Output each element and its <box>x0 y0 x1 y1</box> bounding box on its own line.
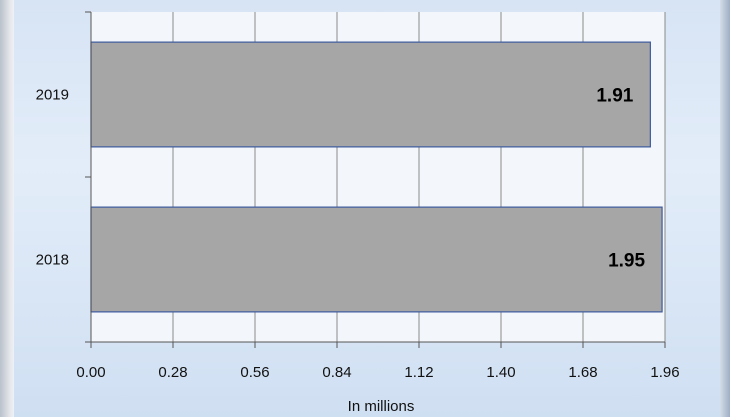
left-edge-decoration <box>0 0 14 417</box>
category-label: 2018 <box>36 252 69 269</box>
data-label: 1.95 <box>608 251 645 272</box>
category-labels: 2019 2018 <box>36 87 69 269</box>
x-tick-label: 1.12 <box>404 364 433 381</box>
x-tick-label: 0.28 <box>158 364 187 381</box>
x-tick-label: 0.00 <box>76 364 105 381</box>
x-tick-label: 1.68 <box>568 364 597 381</box>
x-tick-label: 1.96 <box>650 364 679 381</box>
data-labels: 1.91 1.95 <box>596 86 645 272</box>
x-tick-label: 0.56 <box>240 364 269 381</box>
bars <box>90 41 663 313</box>
x-axis-title: In millions <box>348 398 415 415</box>
x-tick-label: 1.40 <box>486 364 515 381</box>
axes <box>85 11 665 343</box>
data-label: 1.91 <box>596 86 633 107</box>
bar-2019 <box>90 41 651 148</box>
bar-2018 <box>90 206 663 313</box>
category-label: 2019 <box>36 87 69 104</box>
right-edge-decoration <box>720 0 730 417</box>
x-tick-label: 0.84 <box>322 364 351 381</box>
x-tick-labels: 0.00 0.28 0.56 0.84 1.12 1.40 1.68 1.96 <box>76 364 679 381</box>
